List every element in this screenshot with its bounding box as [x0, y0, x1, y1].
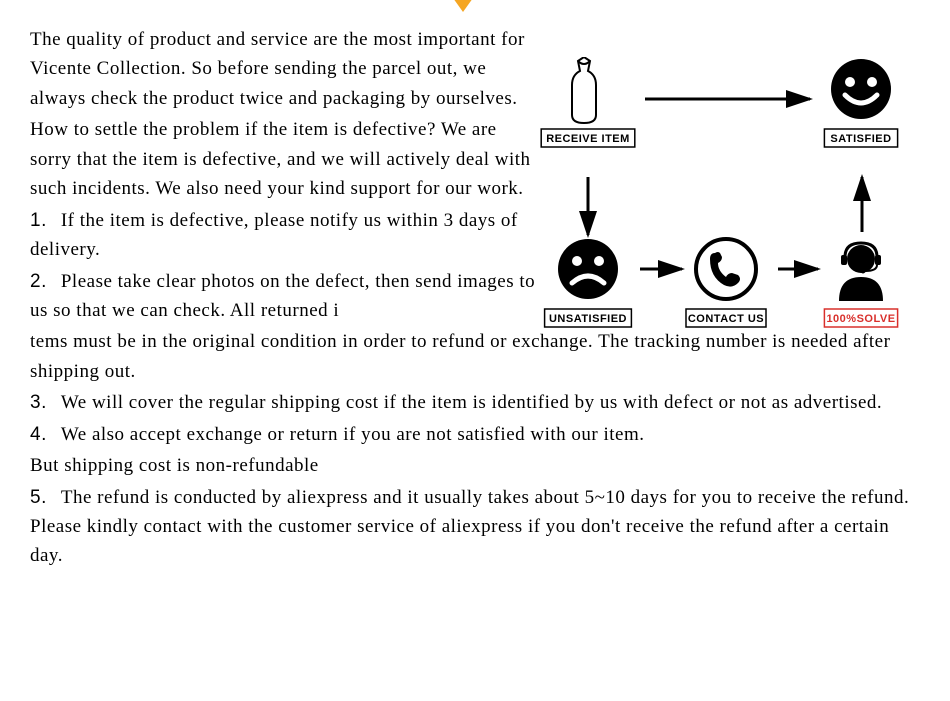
list-item: 1.If the item is defective, please notif… [30, 206, 540, 265]
list-item: 2.Please take clear photos on the defect… [30, 267, 540, 326]
svg-text:SATISFIED: SATISFIED [830, 133, 891, 145]
list-number: 1. [30, 210, 47, 231]
list-number: 5. [30, 487, 47, 508]
svg-text:RECEIVE ITEM: RECEIVE ITEM [546, 133, 630, 145]
svg-text:100%SOLVE: 100%SOLVE [826, 313, 895, 325]
list-item: 5.The refund is conducted by aliexpress … [30, 483, 920, 571]
list-number: 3. [30, 392, 47, 413]
svg-text:UNSATISFIED: UNSATISFIED [549, 313, 627, 325]
process-diagram: RECEIVE ITEM SATISFIED UNSATISFIED CONTACT … [540, 57, 910, 352]
svg-text:CONTACT US: CONTACT US [688, 313, 764, 325]
list-item: 4.We also accept exchange or return if y… [30, 420, 920, 449]
content: The quality of product and service are t… [30, 25, 920, 571]
list-number: 2. [30, 271, 47, 292]
list-number: 4. [30, 424, 47, 445]
list-item: But shipping cost is non-refundable [30, 451, 920, 480]
intro-paragraph-1: The quality of product and service are t… [30, 25, 540, 113]
list-item: 3.We will cover the regular shipping cos… [30, 388, 920, 417]
orange-marker [453, 0, 473, 12]
intro-paragraph-2: How to settle the problem if the item is… [30, 115, 540, 203]
